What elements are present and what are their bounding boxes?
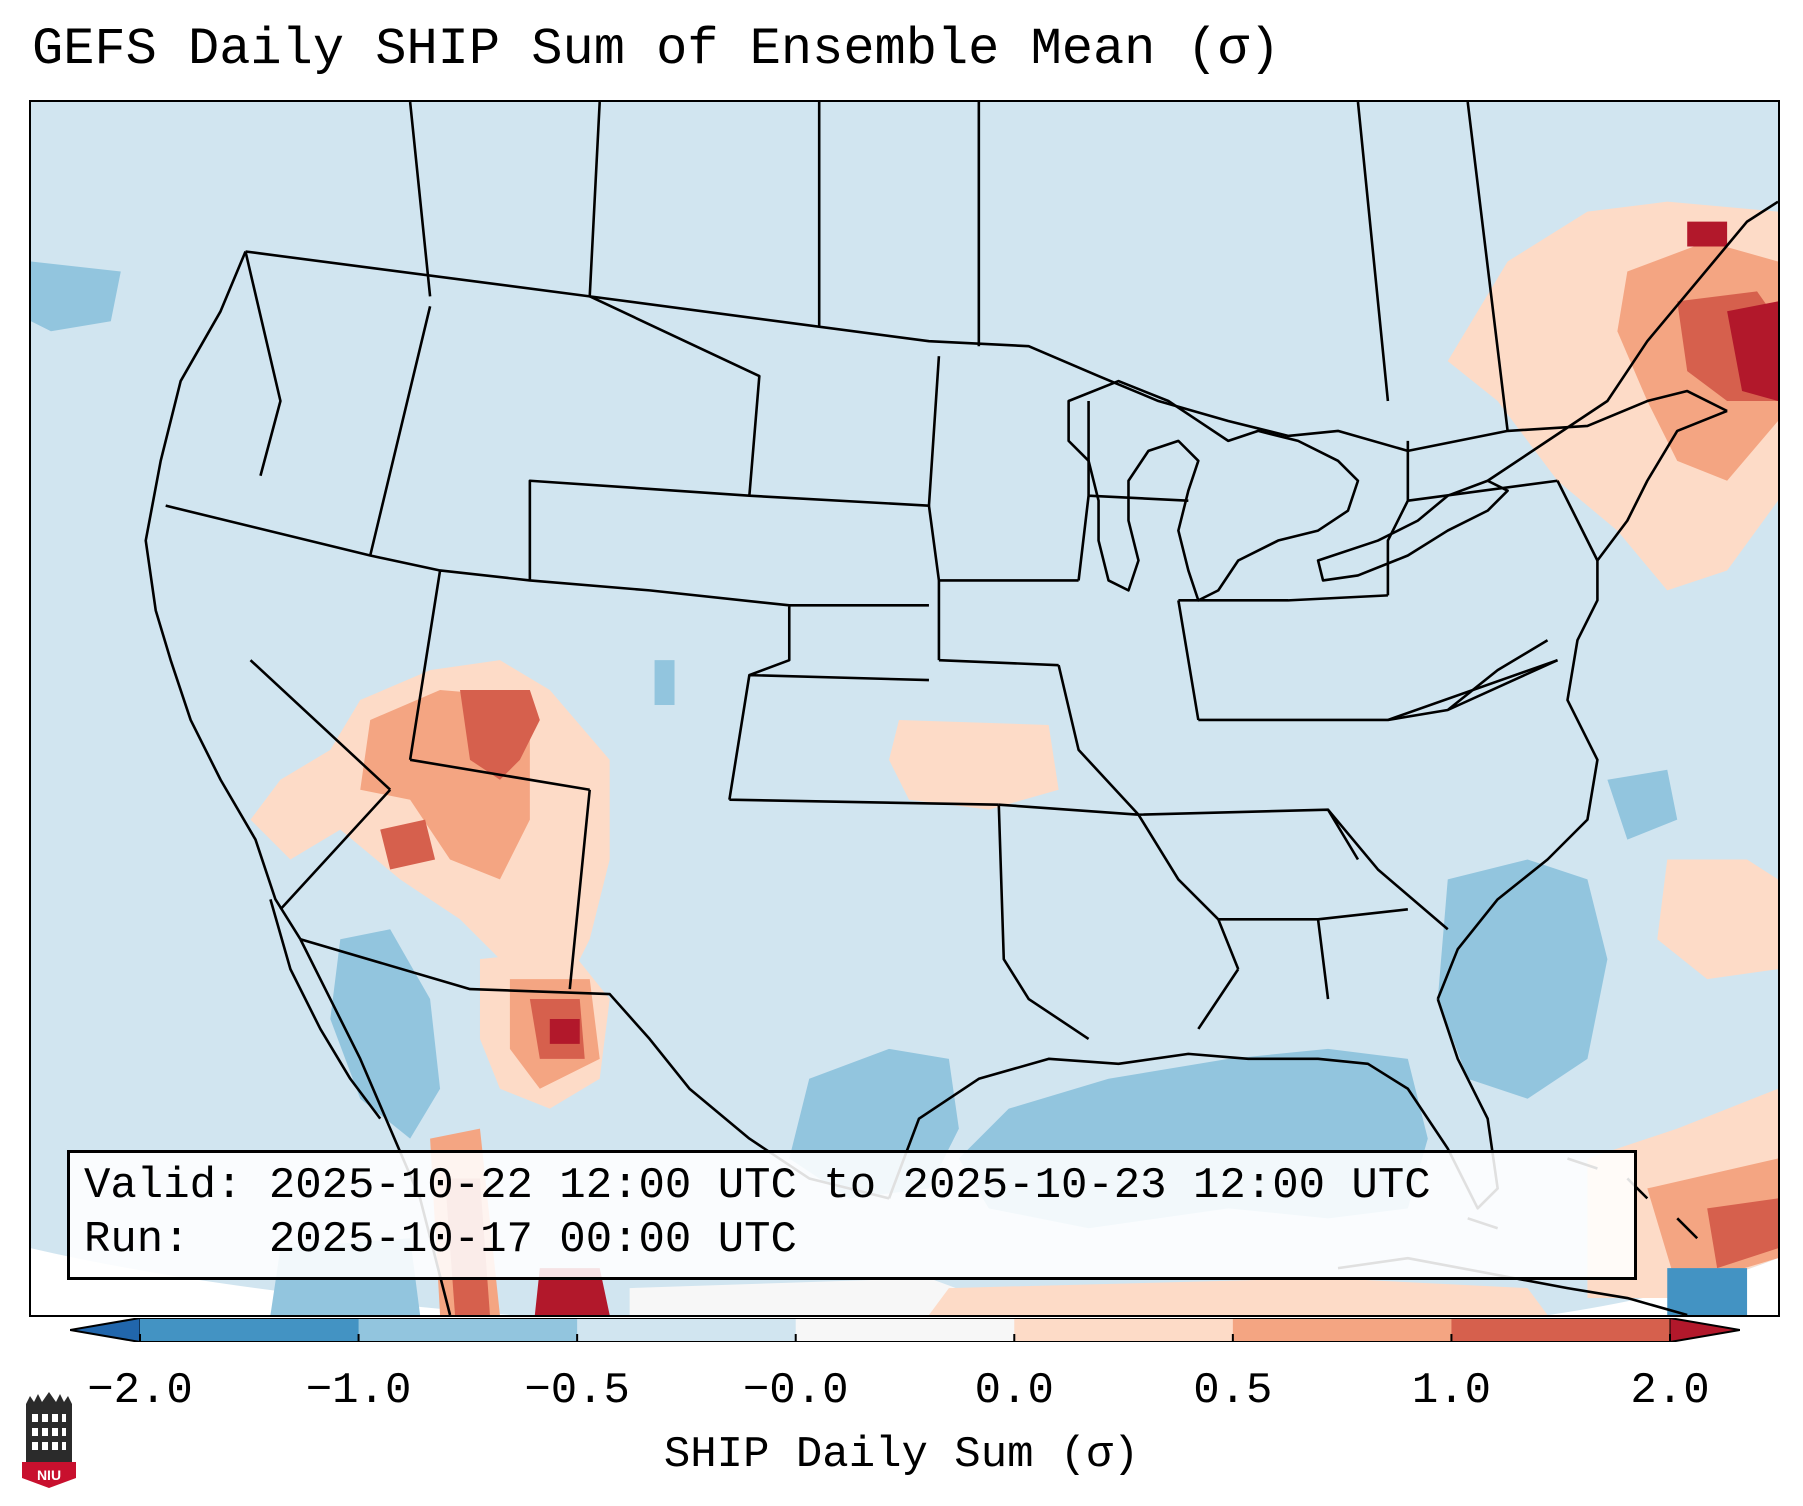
map-panel: [29, 100, 1780, 1317]
logo-windows: [32, 1414, 66, 1450]
valid-row: Valid: 2025-10-22 12:00 UTC to 2025-10-2…: [84, 1159, 1620, 1213]
valid-label: Valid:: [84, 1161, 243, 1211]
colorbar-segment: [358, 1318, 578, 1342]
colorbar-segment: [1232, 1318, 1452, 1342]
colorbar-tick-label: 1.0: [1411, 1366, 1492, 1416]
patch-chihuahua-max: [549, 1018, 580, 1044]
ship-anomaly-map: [31, 102, 1778, 1315]
map-title: GEFS Daily SHIP Sum of Ensemble Mean (σ): [32, 20, 1281, 79]
patch-pacific-neutral: [629, 1278, 1029, 1315]
us-atlantic-coast: [1436, 409, 1728, 1000]
patch-colorado-negative: [654, 660, 675, 706]
anomaly-patches: [31, 201, 1778, 1315]
colorbar-segment: [577, 1318, 797, 1342]
colorbar-tick-label: −0.0: [742, 1366, 849, 1416]
patch-cuba-negative: [1667, 1268, 1748, 1315]
colorbar-segment: [1014, 1318, 1234, 1342]
patch-atlantic-light: [1657, 859, 1778, 980]
domain-field: [31, 102, 1778, 1315]
valid-run-annotation: Valid: 2025-10-22 12:00 UTC to 2025-10-2…: [67, 1150, 1637, 1280]
colorbar-over-extension: [1669, 1318, 1740, 1342]
patch-oklahoma: [889, 719, 1059, 810]
baja-peninsula: [269, 899, 382, 1120]
patch-carolina-negative: [1607, 769, 1678, 840]
colorbar-under-extension: [70, 1318, 141, 1342]
colorbar-tick-label: 0.0: [974, 1366, 1054, 1416]
run-label: Run:: [84, 1215, 190, 1265]
colorbar-tick-label: −1.0: [305, 1366, 412, 1416]
lake-erie-ontario: [1316, 479, 1509, 582]
us-pacific-coast: [144, 251, 302, 940]
colorbar-segment: [140, 1318, 360, 1342]
patch-maritimes-max: [1727, 301, 1778, 402]
logo-text: NIU: [37, 1467, 61, 1483]
colorbar-segment: [1451, 1318, 1671, 1342]
state-lines-west: [165, 251, 999, 990]
logo-tower: [26, 1392, 72, 1462]
canada-province-lines: [408, 102, 1509, 432]
valid-value: 2025-10-22 12:00 UTC to 2025-10-23 12:00…: [268, 1161, 1431, 1211]
st-lawrence: [1486, 200, 1778, 482]
colorbar-tick-label: −2.0: [87, 1366, 193, 1416]
colorbar-segment: [795, 1318, 1015, 1342]
run-row: Run: 2025-10-17 00:00 UTC: [84, 1213, 1620, 1267]
logo-shield: [22, 1462, 76, 1488]
colorbar-label: SHIP Daily Sum (σ): [663, 1430, 1140, 1480]
patch-caribbean-dark: [1707, 1198, 1778, 1269]
colorbar: [70, 1318, 1740, 1342]
great-lakes-outline: [1067, 379, 1360, 602]
patch-pacific-nw-negative: [31, 261, 121, 332]
run-value: 2025-10-17 00:00 UTC: [268, 1215, 797, 1265]
patch-southwest-dark: [460, 690, 540, 780]
patch-gulf-california-negative: [330, 929, 441, 1139]
colorbar-tick-label: −0.5: [524, 1366, 630, 1416]
state-lines-east: [1386, 440, 1599, 722]
patch-cuba-light-positive: [928, 1278, 1548, 1315]
patch-az-dark: [380, 819, 436, 870]
colorbar-tick-label: 2.0: [1630, 1366, 1710, 1416]
state-lines-central: [927, 356, 1558, 1040]
niu-logo: NIU: [22, 1392, 76, 1488]
colorbar-tick-label: 0.5: [1193, 1366, 1273, 1416]
political-boundaries: [144, 102, 1778, 1315]
patch-gaspe-max: [1687, 221, 1728, 247]
